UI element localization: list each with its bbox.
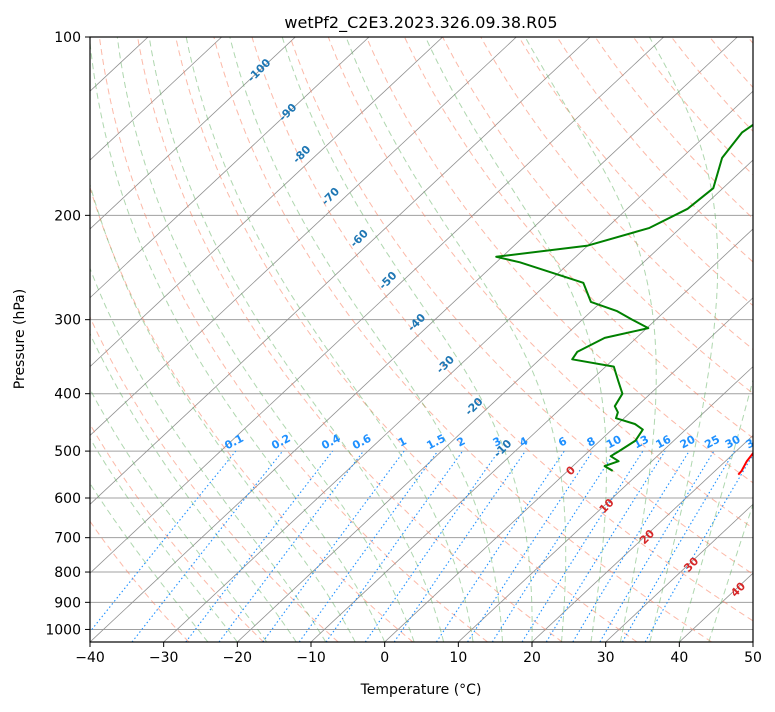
y-tick-label: 1000 xyxy=(45,622,81,638)
y-tick-label: 900 xyxy=(54,595,81,611)
y-tick-label: 600 xyxy=(54,491,81,507)
x-tick-label: 20 xyxy=(523,650,541,666)
y-tick-label: 500 xyxy=(54,444,81,460)
y-tick-label: 800 xyxy=(54,565,81,581)
x-tick-label: 10 xyxy=(449,650,467,666)
x-tick-label: −30 xyxy=(149,650,179,666)
x-tick-label: −40 xyxy=(75,650,105,666)
x-tick-label: 0 xyxy=(380,650,389,666)
chart-title: wetPf2_C2E3.2023.326.09.38.R05 xyxy=(284,13,557,33)
y-tick-label: 700 xyxy=(54,531,81,547)
x-tick-label: 50 xyxy=(744,650,762,666)
x-tick-label: 40 xyxy=(670,650,688,666)
x-tick-label: −10 xyxy=(296,650,326,666)
x-tick-label: −20 xyxy=(223,650,253,666)
y-tick-label: 200 xyxy=(54,208,81,224)
y-tick-label: 300 xyxy=(54,313,81,329)
y-tick-label: 400 xyxy=(54,387,81,403)
x-tick-label: 30 xyxy=(597,650,615,666)
y-axis-label: Pressure (hPa) xyxy=(12,289,28,389)
y-tick-label: 100 xyxy=(54,30,81,46)
x-axis-label: Temperature (°C) xyxy=(360,682,482,698)
